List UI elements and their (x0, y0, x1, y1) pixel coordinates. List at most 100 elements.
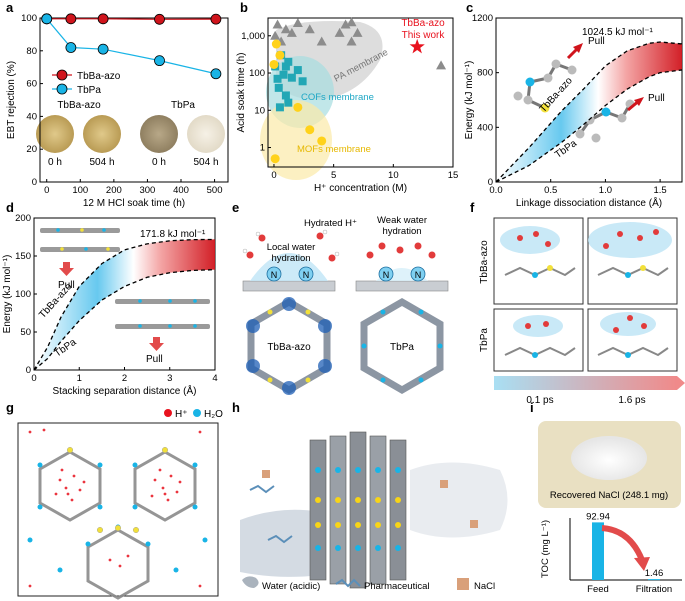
pa-point (270, 30, 281, 40)
label-weak-water-2: hydration (382, 226, 421, 237)
time-label-1.6ps: 1.6 ps (618, 395, 645, 406)
panel-f-letter: f (470, 200, 475, 215)
y-tick-label: 0 (32, 177, 37, 188)
label-hydrated-h: Hydrated H⁺ (304, 218, 357, 229)
x-tick-label: 300 (139, 185, 155, 196)
photo-time-4: 504 h (193, 157, 218, 168)
y-tick-label: 60 (26, 79, 37, 90)
nitrogen-label-2: N (303, 270, 310, 280)
x-tick-label: 10 (388, 170, 399, 181)
data-point (97, 43, 109, 55)
x-tick-label: 1.5 (654, 185, 667, 196)
pull-label-d1: Pull (58, 280, 75, 291)
cof-point (287, 73, 296, 82)
chart-a: 0 100 200 300 400 500 0 20 40 60 80 100 12 M HCl soa… (6, 13, 229, 209)
y-tick-label: 10 (254, 105, 265, 116)
x-tick-label: 200 (106, 185, 122, 196)
bar-value-label: 1.46 (645, 568, 664, 579)
x-tick-label: 0 (44, 185, 49, 196)
this-work-star (409, 38, 425, 54)
membrane-photo-tbpa-504h (187, 115, 225, 153)
panel-b-letter: b (240, 0, 248, 15)
highlight-label-1: TbBa-azo (401, 18, 445, 29)
bar-feed (592, 522, 604, 580)
curve-tbpa (495, 69, 683, 183)
pore-frame-tbba-azo: TbBa-azo (246, 297, 332, 395)
panel-c-letter: c (466, 0, 473, 15)
pull-label-d2: Pull (146, 354, 163, 365)
cof-point (273, 74, 282, 83)
panel-a-photos: TbBa-azo TbPa 0 h 504 h 0 h 504 h (36, 100, 225, 168)
x-tick-label: 1 (77, 373, 82, 384)
chart-b: 0 5 10 15 1 10 100 1,000 H⁺ concentration (M) Aci… (236, 17, 458, 194)
y-tick-label: 0 (488, 177, 493, 188)
curve-tbba-azo (495, 41, 683, 183)
x-tick-label: 2 (122, 373, 127, 384)
data-point (41, 13, 53, 25)
pa-point (316, 36, 327, 46)
legend-label-nacl: NaCl (474, 581, 495, 592)
nitrogen-atom-4 (410, 266, 426, 282)
plot-frame (267, 17, 454, 168)
x-tick-label: 0 (271, 170, 276, 181)
data-point (210, 68, 222, 80)
x-tick-label: 5 (331, 170, 336, 181)
x-axis-label: H⁺ concentration (M) (314, 183, 407, 194)
y-axis-label: Energy (kJ mol⁻¹) (2, 255, 13, 334)
legend-marker-water (193, 409, 201, 417)
cof-point (298, 77, 307, 86)
pa-point (334, 27, 345, 37)
label-weak-water-1: Weak water (377, 215, 427, 226)
x-tick-label: 400 (173, 185, 189, 196)
panel-c-peak-label: 1024.5 kJ mol⁻¹ (582, 27, 654, 38)
y-tick-label: 100 (15, 289, 31, 300)
panel-g: H⁺ H₂O (17, 409, 223, 600)
membrane-photo-tbba-azo-504h (83, 115, 121, 153)
chart-c: 0.0 0.5 1.0 1.5 0 400 800 1200 Linkage dissociat… (464, 13, 683, 209)
curve-tbba-azo (33, 238, 216, 371)
mof-point (305, 125, 315, 135)
frame-label-tbpa: TbPa (390, 342, 414, 353)
nacl-cube-3 (470, 520, 478, 528)
legend-marker-tbba-azo (56, 69, 68, 81)
y-tick-label: 200 (15, 213, 31, 224)
molecule-tbba-azo (513, 59, 577, 113)
mof-point (269, 59, 279, 69)
curve-tbpa (33, 269, 216, 371)
salt-photo-caption: Recovered NaCl (248.1 mg) (550, 490, 668, 501)
pa-point (304, 24, 315, 34)
y-tick-label: 80 (26, 46, 37, 57)
panel-a-legend: TbBa-azo TbPa (52, 69, 121, 96)
energy-band (496, 41, 682, 182)
pull-label-c1: Pull (588, 36, 605, 47)
y-tick-label: 100 (249, 68, 265, 79)
x-tick-label: 0 (31, 373, 36, 384)
legend-pharma-icon (335, 578, 361, 588)
panel-e: Hydrated H⁺ Local water hydration Weak w… (242, 215, 449, 395)
panel-i-photo: Recovered NaCl (248.1 mg) (538, 421, 681, 508)
label-local-water-1: Local water (267, 242, 316, 253)
panel-i-letter: i (530, 400, 534, 415)
data-point (97, 13, 109, 25)
photo-time-3: 0 h (152, 157, 166, 168)
pa-point (286, 27, 297, 37)
nacl-cube-2 (440, 480, 448, 488)
y-tick-label: 1200 (472, 13, 493, 24)
stacked-layers-tbpa (115, 299, 210, 329)
plot-frame (495, 17, 683, 183)
legend-marker-tbpa (56, 83, 68, 95)
panel-d-decor: 171.8 kJ mol⁻¹ Pull Pull (40, 228, 210, 365)
data-point (154, 13, 165, 25)
membrane-photo-tbpa-0h (140, 115, 178, 153)
data-point (210, 13, 222, 25)
pa-point (346, 17, 357, 27)
y-tick-label: 400 (477, 122, 493, 133)
y-tick-label: 100 (21, 13, 37, 24)
row-label-tbba-azo: TbBa-azo (479, 240, 490, 284)
row-label-tbpa: TbPa (479, 328, 490, 352)
cof-point (274, 83, 283, 92)
category-label: Feed (587, 584, 609, 595)
y-axis-label: Energy (kJ mol⁻¹) (464, 61, 475, 140)
x-tick-label: 4 (212, 373, 217, 384)
